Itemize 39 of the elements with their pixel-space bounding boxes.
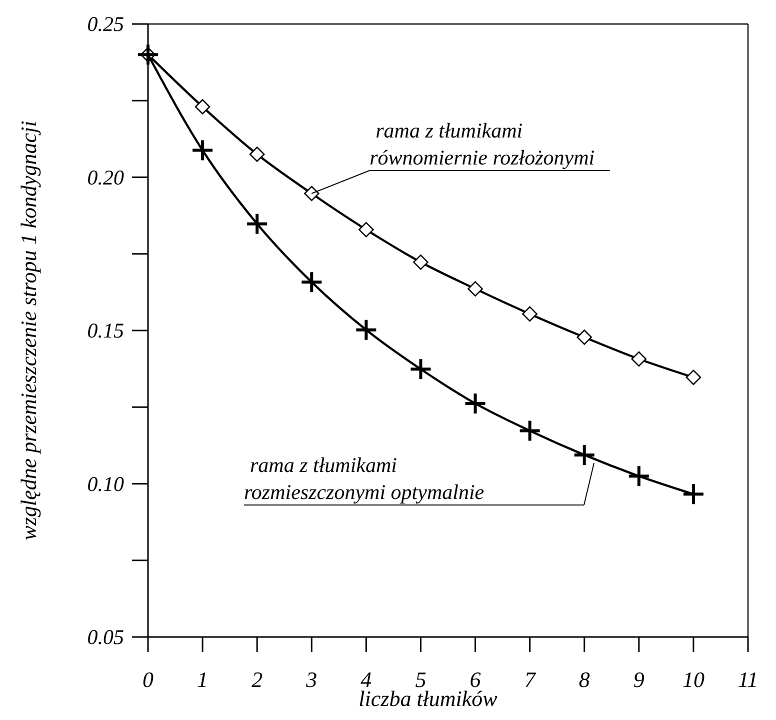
x-tick-label: 2 — [252, 667, 263, 692]
point — [247, 214, 268, 234]
point — [358, 222, 374, 238]
point — [520, 420, 540, 441]
x-tick-label: 9 — [633, 667, 644, 692]
point — [465, 393, 486, 414]
point — [576, 330, 592, 345]
y-tick-label: 0.10 — [87, 472, 124, 496]
x-tick-label: 7 — [524, 667, 536, 692]
point — [631, 351, 647, 367]
point — [192, 140, 213, 160]
point — [628, 466, 649, 486]
point — [686, 370, 702, 386]
y-tick-label: 0.15 — [87, 318, 124, 342]
point — [522, 306, 538, 322]
point — [249, 146, 265, 162]
x-tick-label: 3 — [305, 667, 318, 692]
x-tick-label: 8 — [578, 667, 590, 692]
x-tick-label: 0 — [142, 667, 154, 692]
point — [468, 281, 483, 296]
callout: rama z tłumikami równomiernie rozłożonymi — [311, 118, 611, 194]
x-tick-label: 10 — [682, 667, 704, 692]
y-tick-label: 0.25 — [87, 12, 124, 36]
point — [356, 320, 376, 340]
y-axis-title: względne przemieszczenie stropu 1 kondygnacji — [16, 120, 41, 540]
point — [194, 99, 210, 114]
annotation: rama z tłumikami rozmieszczonymi optymalnie — [244, 453, 484, 504]
callout: rama z tłumikami rozmieszczonymi optymalnie — [244, 453, 594, 506]
y-tick-label: 0.20 — [87, 165, 124, 190]
annotation: rama z tłumikami równomiernie rozłożonymi — [370, 118, 595, 170]
point — [410, 359, 431, 380]
point — [302, 272, 322, 292]
x-tick-label: 11 — [738, 667, 758, 692]
point — [304, 186, 320, 202]
point — [413, 254, 428, 270]
point — [574, 444, 594, 465]
point — [683, 484, 704, 504]
y-tick-label: 0.05 — [87, 625, 124, 649]
x-tick-label: 1 — [197, 667, 208, 692]
